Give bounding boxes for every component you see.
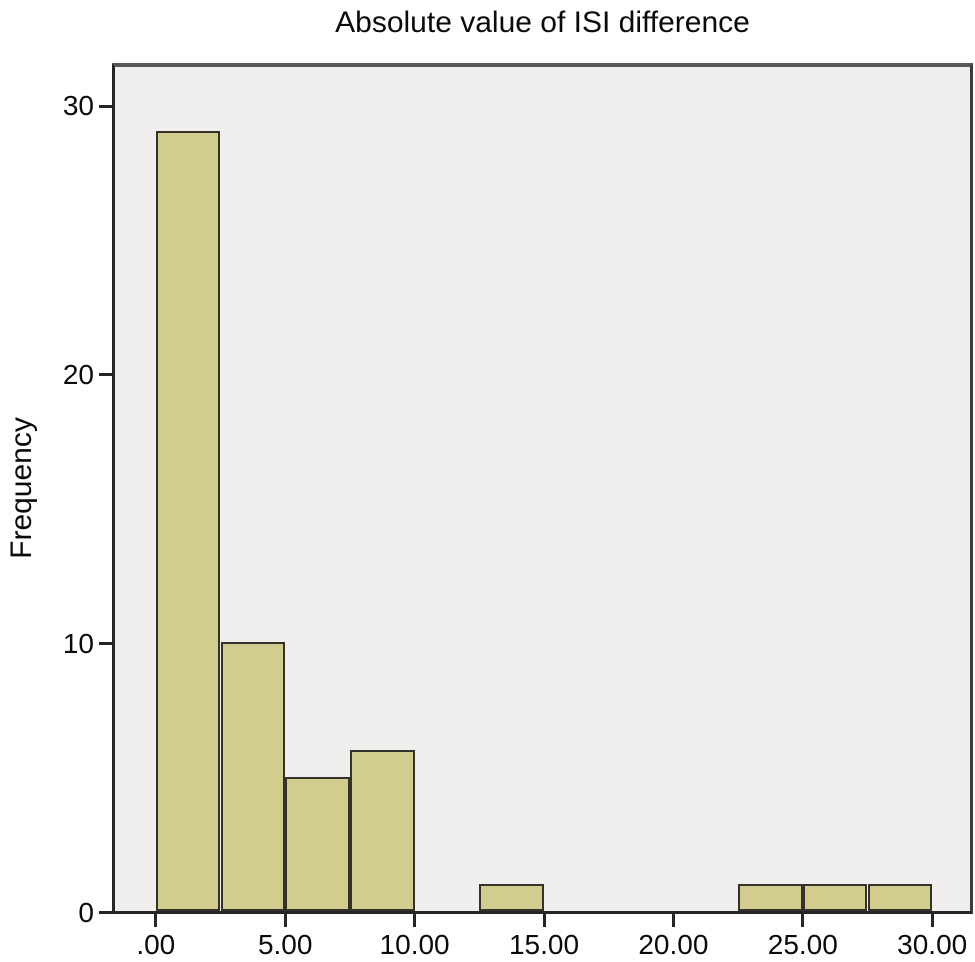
y-axis-label: Frequency <box>5 417 38 559</box>
chart-title: Absolute value of ISI difference <box>335 6 750 39</box>
y-axis-tick <box>99 373 112 377</box>
y-axis-tick-label: 20 <box>62 358 94 390</box>
y-axis-tick-label: 30 <box>62 90 94 122</box>
histogram-bar <box>349 749 415 911</box>
x-axis-tick-label: 5.00 <box>257 929 313 960</box>
x-axis-tick <box>671 914 675 927</box>
x-axis-tick <box>801 914 805 927</box>
x-axis-tick-label: 30.00 <box>897 929 968 960</box>
plot-area <box>112 63 973 914</box>
y-axis-tick <box>99 104 112 108</box>
x-axis-tick-label: 20.00 <box>638 929 709 960</box>
x-axis-tick-label: 10.00 <box>379 929 450 960</box>
x-axis-tick-label: .00 <box>136 929 176 960</box>
y-axis-tick <box>99 642 112 646</box>
y-axis-tick-label: 10 <box>62 627 94 659</box>
x-axis-tick <box>154 914 158 927</box>
y-axis-tick-label: 0 <box>78 896 94 928</box>
x-axis-tick <box>542 914 546 927</box>
x-axis-tick <box>283 914 287 927</box>
x-axis-tick-label: 15.00 <box>508 929 580 960</box>
histogram-bar <box>738 884 803 911</box>
histogram-bar <box>867 884 933 911</box>
histogram-bar <box>802 884 868 911</box>
y-axis-tick <box>99 911 112 914</box>
x-axis-tick <box>413 914 417 927</box>
histogram-bar <box>155 131 221 911</box>
histogram-bar <box>285 776 350 911</box>
histogram-bar <box>479 884 544 911</box>
x-axis-tick <box>930 914 934 927</box>
histogram-bar <box>220 642 286 911</box>
x-axis-tick-label: 25.00 <box>767 929 838 960</box>
